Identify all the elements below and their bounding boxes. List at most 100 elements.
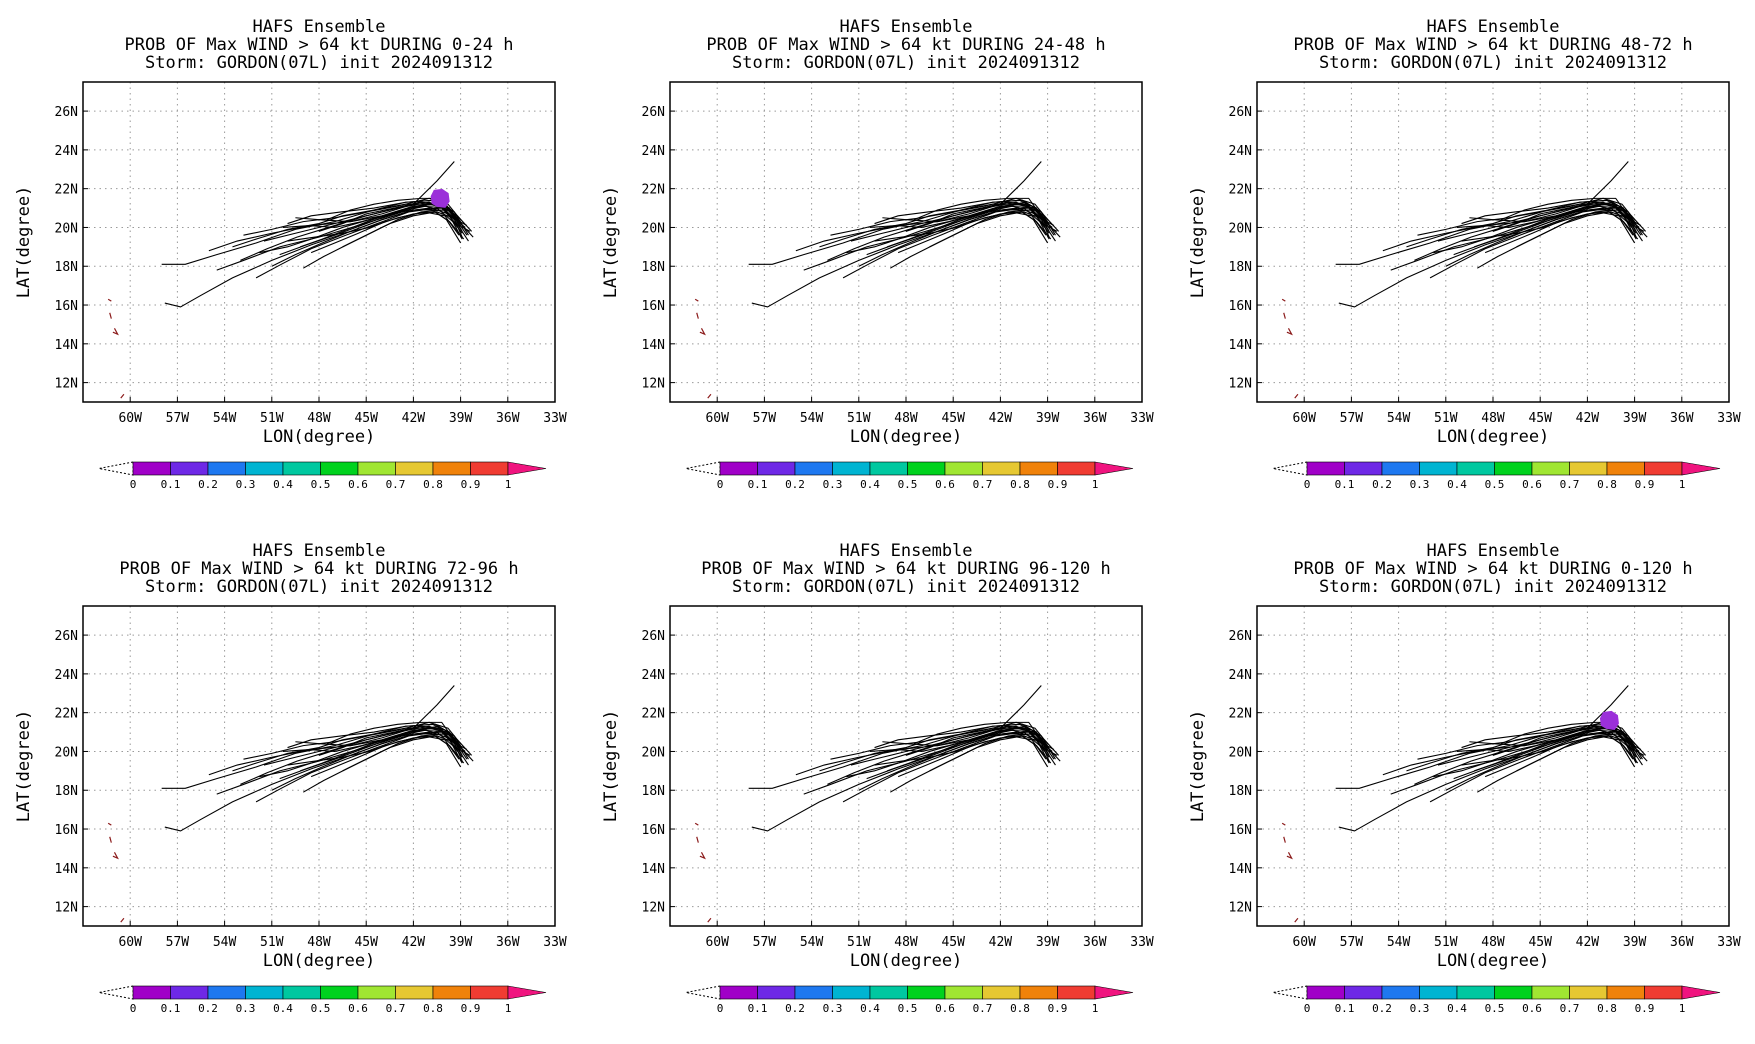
y-tick-label: 12N [55,377,78,392]
plot-data [694,685,1061,923]
colorbar-tick-label: 0 [717,478,724,491]
colorbar-tick-label: 0.5 [1485,478,1505,491]
colorbar-bin [432,985,471,1000]
colorbar-tick-label: 0.1 [748,1002,768,1015]
colorbar-bin [1381,461,1420,476]
colorbar-tick-label: 0.5 [898,1002,918,1015]
colorbar-bin [757,461,796,476]
island-coast [109,312,112,319]
x-tick-label: 60W [1292,935,1316,950]
ensemble-track [318,725,468,756]
colorbar-bin [982,461,1021,476]
colorbar-bin [1419,461,1458,476]
island-coast [696,312,699,319]
colorbar-tick-label: 0 [1304,478,1311,491]
colorbar-bin [1494,461,1533,476]
y-tick-label: 20N [55,221,78,236]
island-coast [120,393,125,399]
y-tick-label: 24N [642,144,665,159]
colorbar-bin [432,461,471,476]
plot-data [107,685,474,923]
colorbar-bin [869,461,908,476]
colorbar-tick-label: 0.6 [935,1002,955,1015]
panel-title-line-3: Storm: GORDON(07L) init 2024091312 [732,577,1080,597]
ensemble-track [255,731,463,803]
x-tick-label: 33W [543,411,567,426]
panel-title-line-1: HAFS Ensemble [252,541,385,561]
y-tick-label: 14N [55,862,78,877]
colorbar-tick-label: 1 [1092,478,1099,491]
colorbar-under-arrow [98,985,134,1000]
colorbar-bin [1569,461,1608,476]
ensemble-track [255,207,463,279]
island-coast [707,917,712,923]
x-tick-label: 39W [1623,935,1647,950]
colorbar-tick-label: 0.3 [236,478,256,491]
colorbar-bin [1381,985,1420,1000]
colorbar-bin [170,985,209,1000]
y-tick-label: 18N [55,784,78,799]
colorbar-tick-label: 0.4 [273,478,293,491]
x-tick-label: 36W [1670,411,1694,426]
colorbar-bin [1419,985,1458,1000]
panel-title-line-3: Storm: GORDON(07L) init 2024091312 [1319,577,1667,597]
colorbar-bin [982,985,1021,1000]
colorbar-bin [1644,985,1683,1000]
ensemble-track [342,735,465,772]
colorbar-tick-label: 0.3 [1410,478,1430,491]
x-tick-label: 51W [1434,935,1458,950]
y-tick-label: 24N [1229,668,1252,683]
colorbar-bin [1606,985,1645,1000]
island-coast [1283,836,1286,843]
island-coast [1294,393,1299,399]
ensemble-track [1492,201,1642,232]
x-tick-label: 54W [1387,411,1411,426]
panel-title-line-2: PROB OF Max WIND > 64 kt DURING 72-96 h [119,559,518,579]
colorbar-tick-label: 0.3 [236,1002,256,1015]
y-tick-label: 12N [1229,377,1252,392]
x-tick-label: 39W [449,935,473,950]
y-tick-label: 26N [642,629,665,644]
x-tick-label: 60W [118,935,142,950]
colorbar-bin [245,461,284,476]
colorbar: 0 0.1 0.2 0.3 0.4 0.5 0.6 0.7 0.8 0.9 1 [1272,985,1721,1015]
panel-title-line-1: HAFS Ensemble [1426,17,1559,37]
y-tick-label: 24N [55,144,78,159]
y-tick-label: 18N [642,260,665,275]
x-tick-label: 48W [894,935,918,950]
colorbar-tick-label: 1 [505,478,512,491]
colorbar-tick-label: 0.8 [423,478,443,491]
colorbar-bin [1456,461,1495,476]
ensemble-track [886,203,1048,248]
x-tick-label: 60W [118,411,142,426]
panel-title-line-1: HAFS Ensemble [839,541,972,561]
panel-title-line-3: Storm: GORDON(07L) init 2024091312 [145,53,493,73]
colorbar-bin [794,985,833,1000]
x-tick-label: 48W [1481,411,1505,426]
colorbar-bin [1531,985,1570,1000]
y-tick-label: 22N [55,183,78,198]
colorbar-bin [207,985,246,1000]
y-tick-label: 20N [1229,221,1252,236]
x-tick-label: 51W [847,935,871,950]
colorbar-bin [1644,461,1683,476]
colorbar-tick-label: 0.6 [1522,478,1542,491]
y-tick-label: 16N [1229,299,1252,314]
colorbar-under-arrow [685,461,721,476]
x-tick-label: 54W [213,935,237,950]
y-tick-label: 12N [642,901,665,916]
panel-title-line-2: PROB OF Max WIND > 64 kt DURING 48-72 h [1293,35,1692,55]
colorbar-tick-label: 0.4 [273,1002,293,1015]
colorbar-tick-label: 0 [717,1002,724,1015]
colorbar-bin [132,461,171,476]
colorbar-bin [757,985,796,1000]
island-coast [107,822,112,826]
colorbar-bin [719,461,758,476]
panel-title-line-2: PROB OF Max WIND > 64 kt DURING 96-120 h [701,559,1110,579]
colorbar-under-arrow [1272,461,1308,476]
colorbar-tick-label: 1 [1092,1002,1099,1015]
colorbar: 0 0.1 0.2 0.3 0.4 0.5 0.6 0.7 0.8 0.9 1 [98,985,547,1015]
colorbar-bin [320,985,359,1000]
colorbar-bin [282,985,321,1000]
